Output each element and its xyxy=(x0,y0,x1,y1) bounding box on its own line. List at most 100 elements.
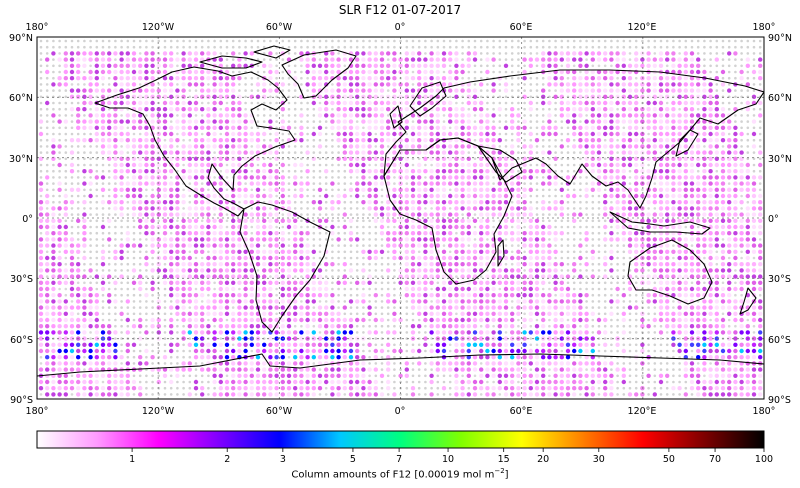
data-dot xyxy=(94,107,100,112)
data-dot xyxy=(182,163,185,167)
data-dot xyxy=(472,231,478,236)
data-dot xyxy=(523,269,526,272)
data-dot xyxy=(609,156,614,161)
data-dot xyxy=(361,82,366,87)
data-dot xyxy=(460,262,465,267)
data-dot xyxy=(658,131,664,137)
data-dot xyxy=(38,237,44,242)
data-dot xyxy=(361,119,366,124)
data-dot xyxy=(522,69,527,75)
data-dot xyxy=(181,57,186,62)
data-dot xyxy=(417,150,422,155)
data-dot xyxy=(57,224,62,230)
data-dot xyxy=(306,132,309,136)
data-dot xyxy=(311,280,316,285)
data-dot xyxy=(720,249,726,254)
data-dot xyxy=(727,119,732,124)
data-dot xyxy=(411,163,415,167)
data-dot xyxy=(646,156,651,161)
data-dot xyxy=(151,45,154,49)
data-dot xyxy=(683,100,688,106)
data-dot xyxy=(305,274,310,279)
data-dot xyxy=(498,83,502,86)
data-dot xyxy=(293,45,297,49)
data-dot xyxy=(150,94,155,100)
data-dot xyxy=(665,193,670,199)
data-dot xyxy=(410,206,416,211)
data-dot xyxy=(162,51,168,56)
data-dot xyxy=(126,207,130,210)
data-dot xyxy=(379,138,385,143)
data-dot xyxy=(498,64,502,68)
data-dot xyxy=(331,213,334,216)
data-dot xyxy=(63,237,68,242)
data-dot xyxy=(417,243,422,248)
data-dot xyxy=(634,268,639,273)
data-dot xyxy=(479,39,483,43)
data-dot xyxy=(144,212,149,217)
data-dot xyxy=(745,175,750,180)
data-dot xyxy=(671,125,676,130)
data-dot xyxy=(138,300,142,303)
data-dot xyxy=(751,249,757,254)
data-dot xyxy=(175,76,180,81)
data-dot xyxy=(281,151,285,154)
data-dot xyxy=(361,51,366,56)
data-dot xyxy=(393,293,396,297)
data-dot xyxy=(466,200,471,205)
data-dot xyxy=(727,101,731,105)
data-dot xyxy=(523,138,526,142)
data-dot xyxy=(751,280,757,285)
data-dot xyxy=(386,89,390,92)
data-dot xyxy=(448,262,453,267)
data-dot xyxy=(627,88,633,93)
data-dot xyxy=(441,181,447,186)
data-dot xyxy=(609,51,614,56)
data-dot xyxy=(429,274,434,279)
data-dot xyxy=(497,162,502,168)
data-dot xyxy=(665,138,670,143)
data-dot xyxy=(497,280,502,285)
data-dot xyxy=(212,94,217,100)
data-dot xyxy=(535,194,539,198)
data-dot xyxy=(472,187,478,192)
data-dot xyxy=(70,225,74,229)
data-dot xyxy=(181,156,186,161)
data-dot xyxy=(324,45,328,49)
data-dot xyxy=(89,163,92,167)
data-dot xyxy=(342,57,347,62)
data-dot xyxy=(565,82,571,87)
data-dot xyxy=(280,243,285,248)
data-dot xyxy=(497,150,502,155)
data-dot xyxy=(125,131,130,137)
data-dot xyxy=(331,238,334,241)
data-dot xyxy=(100,76,106,81)
data-dot xyxy=(696,45,700,49)
data-dot xyxy=(324,113,329,118)
data-dot xyxy=(318,151,322,154)
data-dot xyxy=(417,76,422,81)
data-dot xyxy=(746,52,750,55)
data-dot xyxy=(374,39,378,43)
data-dot xyxy=(243,255,248,261)
data-dot xyxy=(63,274,68,279)
data-dot xyxy=(535,39,539,43)
data-dot xyxy=(615,57,620,62)
data-dot xyxy=(566,157,570,161)
data-dot xyxy=(119,100,124,106)
data-dot xyxy=(517,120,520,123)
data-dot xyxy=(361,249,366,254)
data-dot xyxy=(120,281,123,285)
data-dot xyxy=(597,250,601,254)
data-dot xyxy=(467,70,471,74)
data-dot xyxy=(696,286,701,292)
data-dot xyxy=(671,57,676,62)
data-dot xyxy=(125,237,130,242)
data-dot xyxy=(702,206,707,211)
data-dot xyxy=(715,89,719,92)
data-dot xyxy=(689,268,695,273)
data-dot xyxy=(689,156,695,161)
data-dot xyxy=(324,163,328,167)
data-dot xyxy=(125,144,130,149)
data-dot xyxy=(548,45,551,49)
